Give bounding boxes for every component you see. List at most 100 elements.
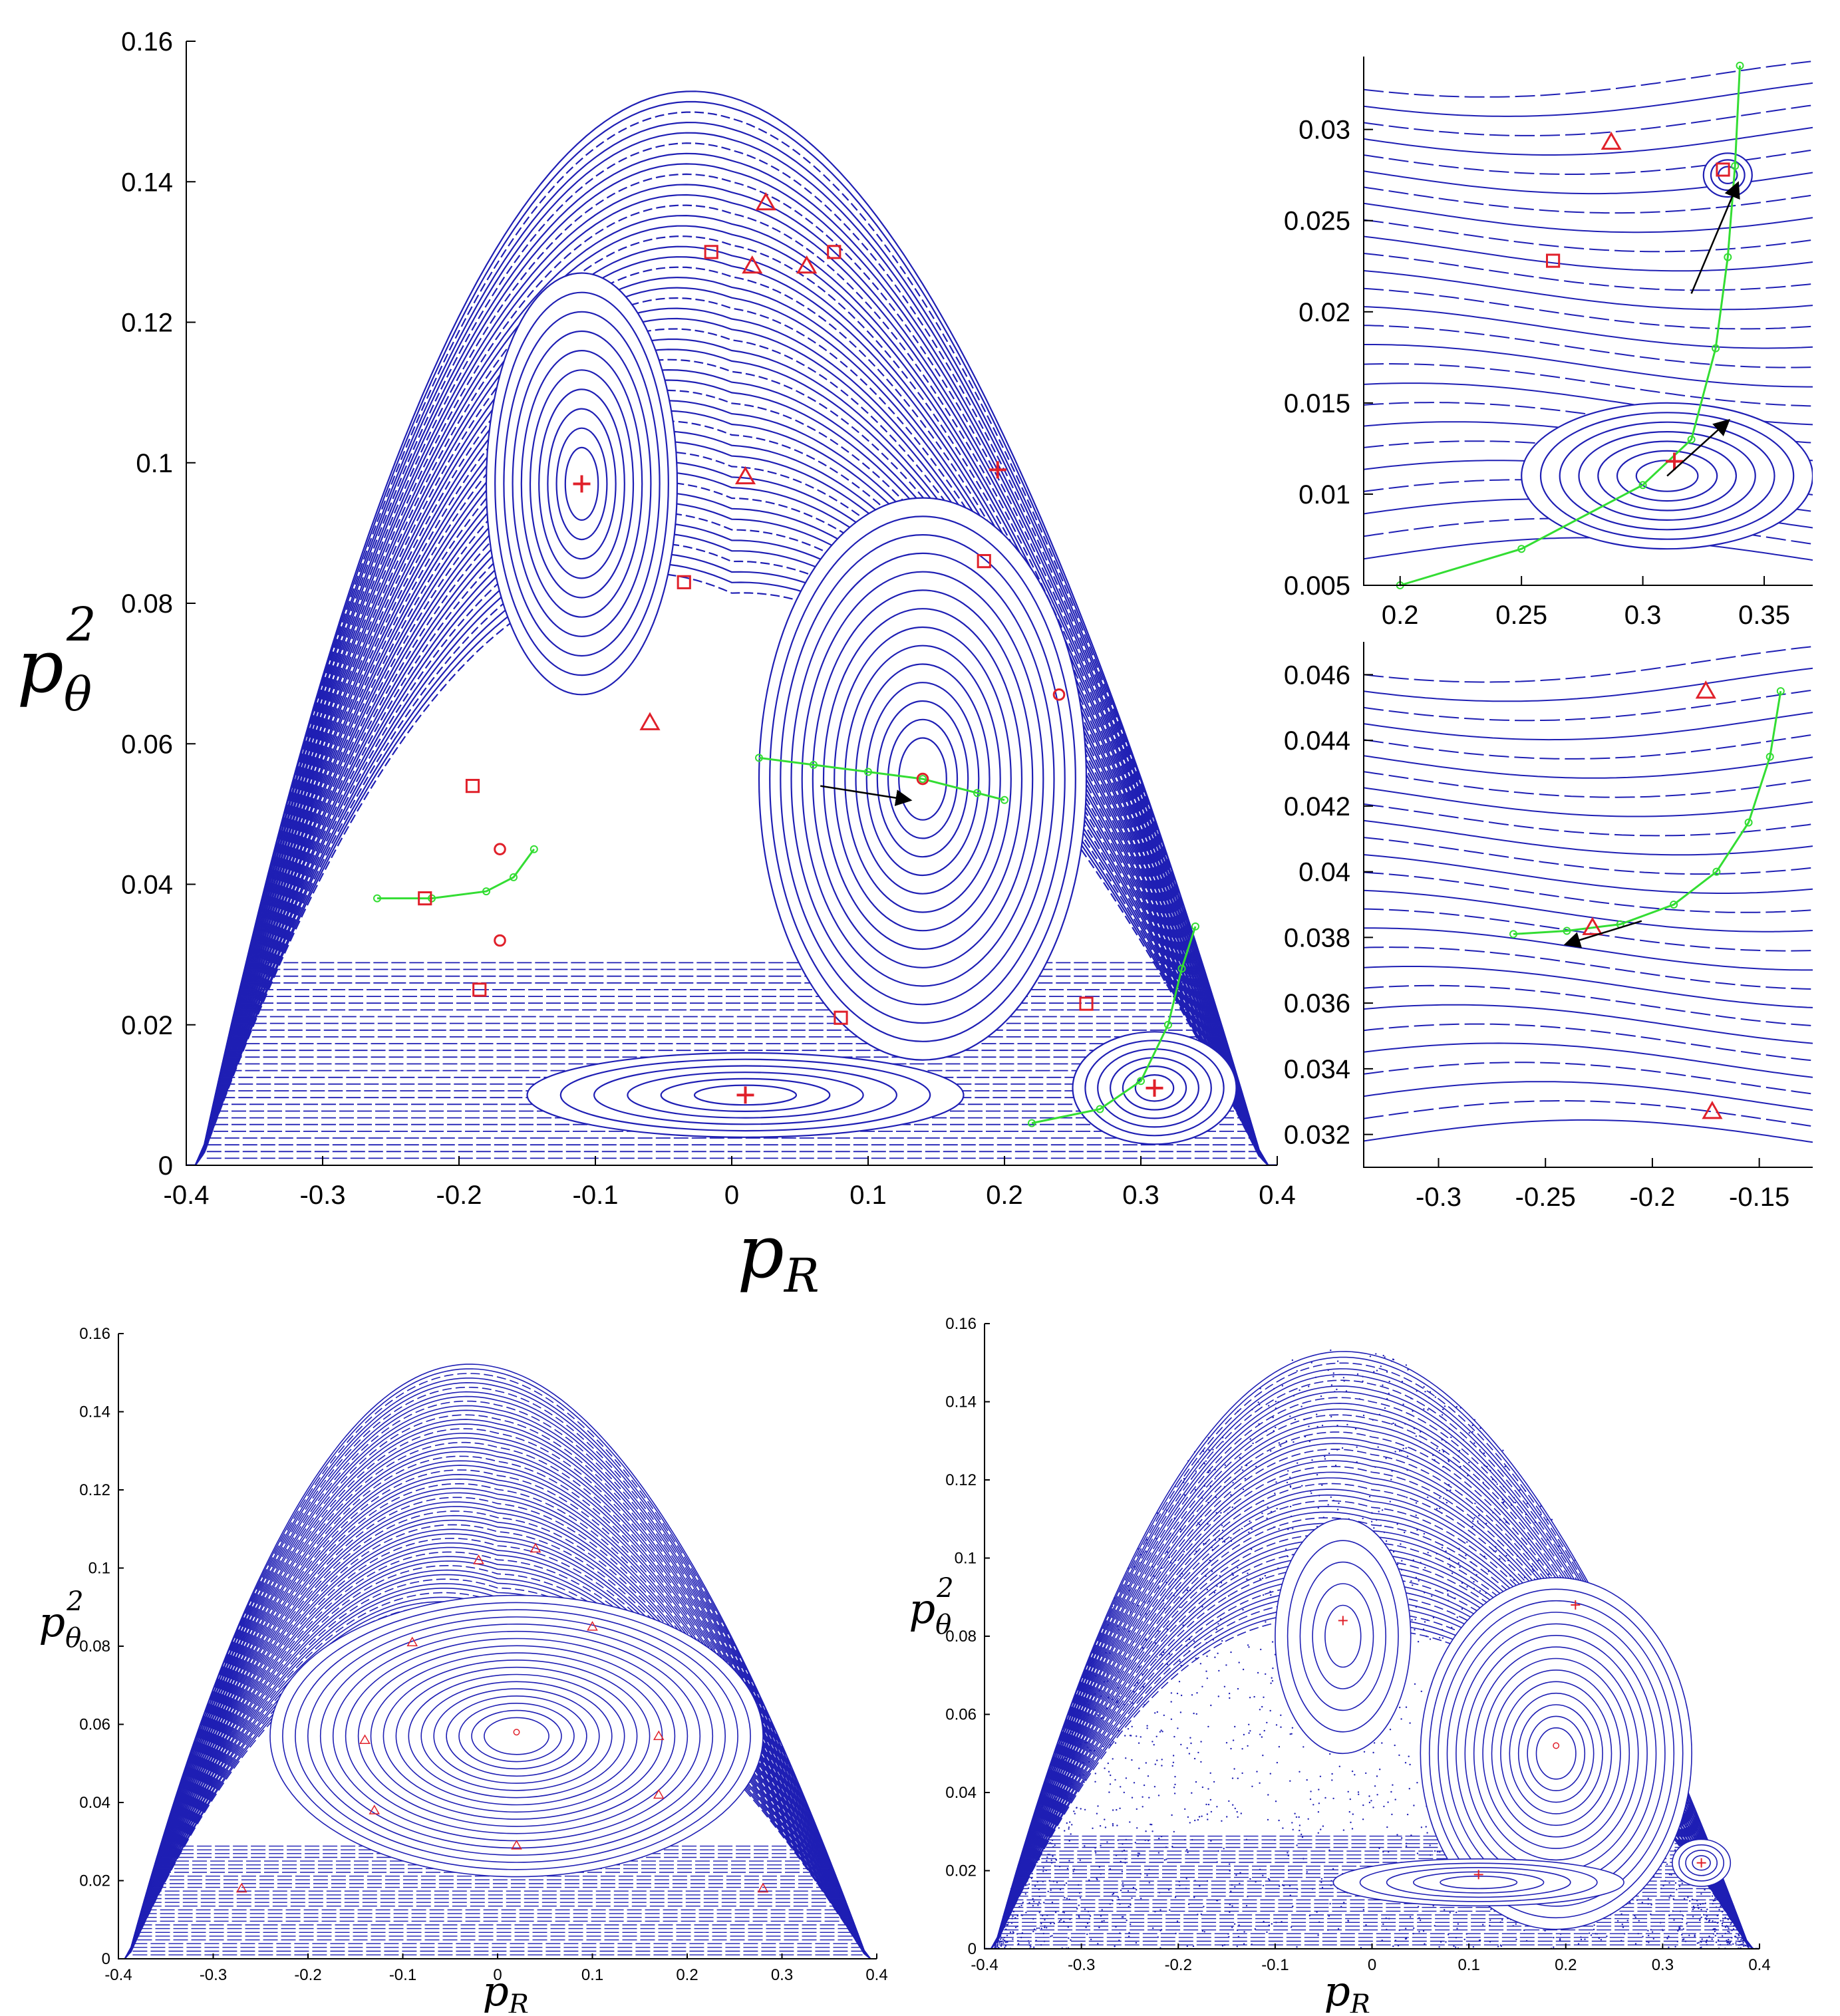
sea-point — [1211, 1570, 1213, 1572]
sea-point — [1262, 1594, 1265, 1596]
sea-point — [1261, 1736, 1263, 1738]
sea-point — [1449, 1912, 1451, 1914]
sea-point — [1427, 1497, 1429, 1499]
sea-point — [1406, 1497, 1408, 1499]
orbit-curve — [1364, 537, 1813, 561]
sea-point — [1233, 1923, 1236, 1925]
x-tick-label: 0.2 — [1555, 1956, 1577, 1974]
island-orbit — [865, 682, 980, 877]
sea-point — [1321, 1425, 1324, 1427]
sea-point — [1373, 1371, 1375, 1373]
curve-point — [1776, 687, 1785, 696]
sea-point — [1095, 1852, 1097, 1854]
sea-point — [1386, 1371, 1388, 1373]
sea-point — [1351, 1828, 1354, 1830]
sea-point — [1046, 1860, 1048, 1862]
sea-point — [1201, 1685, 1203, 1687]
sea-point — [1728, 1938, 1730, 1941]
sea-point — [1217, 1695, 1220, 1697]
sea-point — [1134, 1842, 1137, 1844]
fixed-point-circle — [494, 843, 506, 855]
y-tick-label: 0.03 — [1299, 116, 1350, 145]
orbit-curve — [186, 379, 1277, 1165]
fixed-point-circle — [1553, 1742, 1560, 1749]
sea-point — [1210, 1704, 1212, 1707]
curve-point — [755, 754, 763, 762]
continuation-curve — [377, 848, 536, 900]
sea-point — [1252, 1442, 1254, 1445]
sea-point — [1641, 1902, 1643, 1904]
sea-point — [1229, 1697, 1231, 1699]
orbit-curve — [186, 163, 1277, 1165]
sea-point — [1218, 1669, 1220, 1672]
curve-point — [1731, 162, 1740, 170]
x-tick-label: -0.3 — [200, 1966, 227, 1984]
sea-point — [1275, 1426, 1277, 1429]
y-tick-label: 0.01 — [1299, 480, 1350, 509]
bottom-right-fixed-points — [1338, 1600, 1706, 1880]
orbit-curve — [1364, 126, 1813, 156]
fixed-point-triangle — [1702, 1101, 1723, 1119]
sea-point — [1706, 1939, 1708, 1942]
fixed-point-triangle — [359, 1734, 371, 1744]
sea-point — [1262, 1884, 1265, 1887]
island-orbit — [564, 446, 599, 521]
sea-point — [1621, 1924, 1623, 1926]
island-orbit — [446, 1695, 587, 1777]
sea-point — [1417, 1641, 1420, 1643]
sea-point — [1688, 1934, 1690, 1936]
orbit-curve — [118, 1395, 877, 1959]
sea-point — [1391, 1813, 1393, 1816]
sea-point — [1718, 1909, 1720, 1911]
sea-point — [1225, 1664, 1227, 1666]
sea-point — [1189, 1822, 1191, 1824]
sea-point — [1426, 1832, 1428, 1834]
sea-point — [1205, 1460, 1207, 1462]
sea-point — [1102, 1745, 1104, 1748]
x-tick-label: -0.4 — [104, 1966, 132, 1984]
sea-point — [1069, 1821, 1071, 1823]
sea-point — [1307, 1818, 1309, 1820]
sea-point — [1193, 1757, 1196, 1760]
sea-point — [1130, 1904, 1132, 1906]
sea-point — [1262, 1874, 1264, 1876]
sea-point — [1236, 1810, 1238, 1813]
bottom-left-orbits — [118, 1364, 877, 1959]
sea-point — [1311, 1459, 1313, 1461]
sea-point — [1000, 1943, 1002, 1945]
sea-point — [1124, 1735, 1126, 1737]
sea-point — [1692, 1908, 1694, 1910]
sea-point — [1229, 1904, 1231, 1906]
sea-point — [1272, 1416, 1274, 1419]
sea-point — [1735, 1942, 1737, 1944]
sea-point — [1489, 1919, 1491, 1922]
x-tick-label: -0.1 — [573, 1181, 619, 1210]
sea-point — [1271, 1680, 1274, 1682]
sea-point — [1243, 1733, 1245, 1736]
sea-point — [1471, 1431, 1473, 1433]
x-tick-label: 0 — [493, 1966, 502, 1984]
sea-point — [1308, 1425, 1310, 1427]
sea-point — [1117, 1896, 1120, 1898]
sea-point — [1232, 1574, 1234, 1576]
sea-point — [1234, 1886, 1236, 1888]
x-tick-label: -0.3 — [1416, 1183, 1461, 1212]
sea-point — [1441, 1414, 1444, 1416]
y-tick-label: 0.14 — [945, 1393, 977, 1411]
sea-point — [1201, 1786, 1204, 1789]
orbit-curve — [186, 481, 1277, 1165]
sea-point — [1289, 1415, 1291, 1417]
sea-point — [1720, 1905, 1722, 1908]
sea-point — [1229, 1911, 1231, 1914]
sea-point — [1112, 1809, 1114, 1811]
sea-point — [1420, 1826, 1423, 1828]
sea-point — [1255, 1465, 1257, 1468]
sea-point — [1743, 1945, 1745, 1947]
sea-point — [1197, 1818, 1199, 1821]
sea-point — [1063, 1920, 1065, 1923]
sea-point — [1131, 1897, 1133, 1899]
curve-point — [1028, 1119, 1036, 1127]
curve-point — [530, 845, 538, 853]
sea-point — [1257, 1671, 1259, 1674]
sea-point — [1131, 1759, 1133, 1761]
